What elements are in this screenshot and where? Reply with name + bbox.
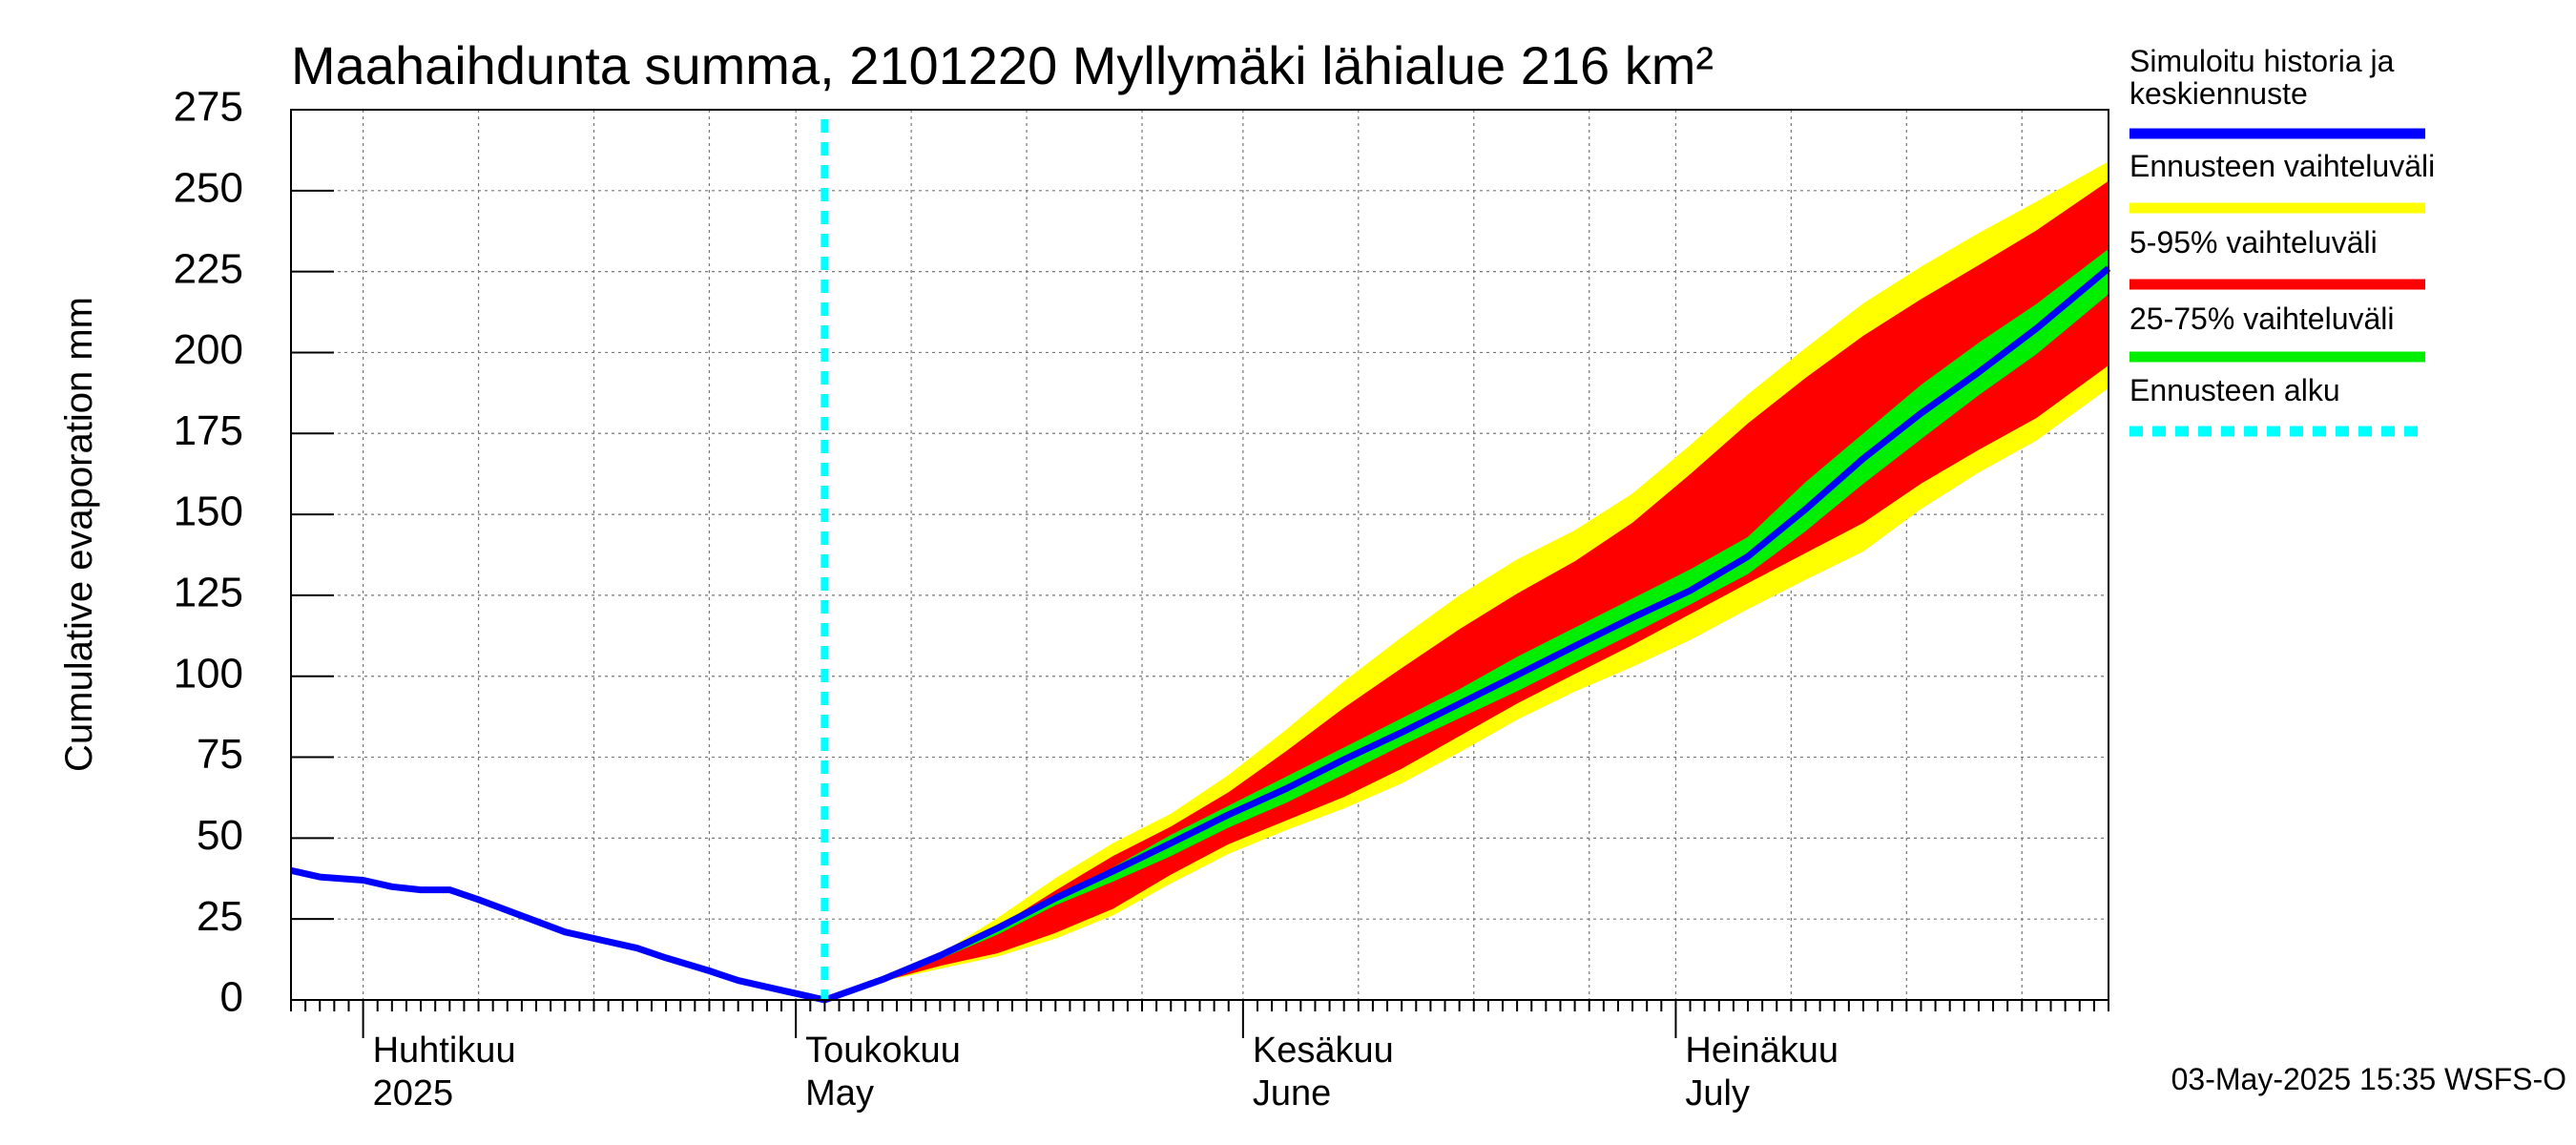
x-month-sublabel: June [1253,1073,1331,1114]
band-ennusteen-vaihteluv-li [824,161,2109,1001]
forecast-bands [824,161,2109,1001]
y-tick-label: 175 [174,407,243,454]
band-5-95-vaihteluv-li [824,180,2109,1001]
x-month-label: Heinäkuu [1685,1030,1839,1071]
y-tick-label: 75 [197,731,243,778]
series-lines [290,119,2111,1004]
plot-frame [290,109,2109,1001]
y-tick-label: 250 [174,164,243,211]
legend-label: Ennusteen vaihteluväli [2129,149,2435,183]
y-tick-label: 25 [197,893,243,940]
x-month-label: Huhtikuu [373,1030,516,1071]
footer-timestamp: 03-May-2025 15:35 WSFS-O [2171,1062,2566,1096]
y-axis-label: Cumulative evaporation mm [58,297,100,772]
axes [290,109,2109,1038]
median-line [290,265,2111,1004]
x-month-label: Kesäkuu [1253,1030,1394,1071]
y-tick-label: 0 [220,974,243,1021]
grid-lines [291,110,2109,1000]
y-tick-label: 275 [174,84,243,131]
y-tick-label: 100 [174,650,243,697]
y-tick-label: 125 [174,570,243,616]
y-tick-label: 225 [174,245,243,292]
legend-label: Ennusteen alku [2129,373,2340,407]
y-tick-labels: 0 25 50 75 100 125 150 175 200 225 250 275 [174,84,243,1021]
y-tick-label: 200 [174,326,243,373]
y-tick-label: 150 [174,489,243,535]
x-month-sublabel: July [1685,1073,1750,1114]
legend-label: Simuloitu historia ja [2129,44,2395,78]
y-tick-label: 50 [197,812,243,859]
x-month-sublabel: May [805,1073,874,1114]
legend-label: keskiennuste [2129,76,2308,111]
chart-title: Maahaihdunta summa, 2101220 Myllymäki lä… [291,35,1714,95]
legend-label: 25-75% vaihteluväli [2129,302,2395,336]
x-month-label: Toukokuu [805,1030,961,1071]
legend-label: 5-95% vaihteluväli [2129,225,2378,260]
x-month-sublabel: 2025 [373,1073,454,1114]
